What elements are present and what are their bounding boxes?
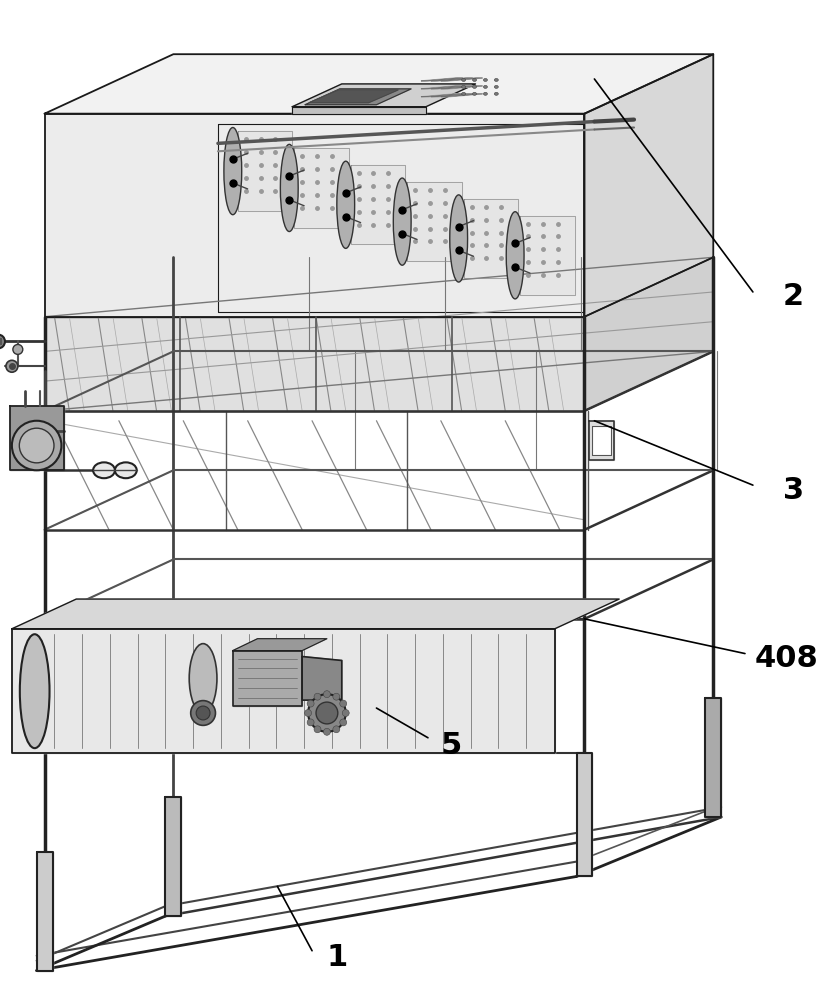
Ellipse shape <box>316 702 338 724</box>
Polygon shape <box>302 657 342 700</box>
Polygon shape <box>305 89 411 105</box>
Ellipse shape <box>337 161 354 248</box>
Ellipse shape <box>473 78 477 81</box>
Polygon shape <box>407 182 462 261</box>
Text: 5: 5 <box>441 731 462 760</box>
Polygon shape <box>441 86 483 89</box>
Polygon shape <box>421 86 463 89</box>
Ellipse shape <box>483 85 488 88</box>
Polygon shape <box>706 698 721 817</box>
Ellipse shape <box>462 78 466 81</box>
Ellipse shape <box>93 462 115 478</box>
Polygon shape <box>238 131 292 211</box>
Ellipse shape <box>19 428 54 463</box>
Ellipse shape <box>494 92 498 95</box>
Polygon shape <box>12 599 619 629</box>
Polygon shape <box>585 54 713 317</box>
Polygon shape <box>292 107 426 114</box>
Polygon shape <box>45 54 713 114</box>
Ellipse shape <box>191 701 215 725</box>
Ellipse shape <box>462 85 466 88</box>
Polygon shape <box>589 421 614 460</box>
Ellipse shape <box>394 178 411 265</box>
Ellipse shape <box>483 92 488 95</box>
Polygon shape <box>37 852 52 971</box>
Ellipse shape <box>333 693 339 700</box>
Ellipse shape <box>280 144 298 232</box>
Ellipse shape <box>307 719 314 726</box>
Polygon shape <box>431 78 473 81</box>
Polygon shape <box>592 426 612 455</box>
Ellipse shape <box>196 706 210 720</box>
Polygon shape <box>577 753 592 876</box>
Ellipse shape <box>339 719 347 726</box>
Text: 1: 1 <box>327 943 348 972</box>
Polygon shape <box>421 94 463 97</box>
Ellipse shape <box>20 634 50 748</box>
Polygon shape <box>292 84 476 107</box>
Text: 2: 2 <box>783 282 804 311</box>
Ellipse shape <box>308 694 346 732</box>
Polygon shape <box>166 797 181 916</box>
Ellipse shape <box>189 644 217 713</box>
Ellipse shape <box>305 710 311 716</box>
Ellipse shape <box>0 335 5 348</box>
Ellipse shape <box>307 700 314 707</box>
Text: 408: 408 <box>755 644 819 673</box>
Ellipse shape <box>462 92 466 95</box>
Ellipse shape <box>314 693 321 700</box>
Polygon shape <box>421 78 463 81</box>
Polygon shape <box>233 639 327 651</box>
Polygon shape <box>585 257 713 411</box>
Polygon shape <box>218 124 585 312</box>
Ellipse shape <box>494 78 498 81</box>
Text: 3: 3 <box>783 476 804 505</box>
Polygon shape <box>463 199 518 278</box>
Ellipse shape <box>339 700 347 707</box>
Ellipse shape <box>473 85 477 88</box>
Polygon shape <box>309 90 399 103</box>
Polygon shape <box>441 94 483 97</box>
Polygon shape <box>45 317 585 411</box>
Ellipse shape <box>115 462 136 478</box>
Ellipse shape <box>314 726 321 733</box>
Ellipse shape <box>224 128 242 215</box>
Ellipse shape <box>324 728 330 735</box>
Ellipse shape <box>473 92 477 95</box>
Polygon shape <box>431 94 473 97</box>
Ellipse shape <box>450 195 468 282</box>
Polygon shape <box>351 165 405 244</box>
Polygon shape <box>10 406 64 470</box>
Ellipse shape <box>324 691 330 698</box>
Polygon shape <box>12 629 555 753</box>
Ellipse shape <box>342 710 349 716</box>
Ellipse shape <box>12 421 62 470</box>
Ellipse shape <box>12 344 22 354</box>
Polygon shape <box>295 148 349 228</box>
Ellipse shape <box>333 726 339 733</box>
Polygon shape <box>441 78 483 81</box>
Polygon shape <box>431 86 473 89</box>
Polygon shape <box>233 651 302 706</box>
Ellipse shape <box>6 360 17 372</box>
Polygon shape <box>520 216 575 295</box>
Polygon shape <box>45 114 585 317</box>
Ellipse shape <box>494 85 498 88</box>
Ellipse shape <box>506 212 524 299</box>
Ellipse shape <box>483 78 488 81</box>
